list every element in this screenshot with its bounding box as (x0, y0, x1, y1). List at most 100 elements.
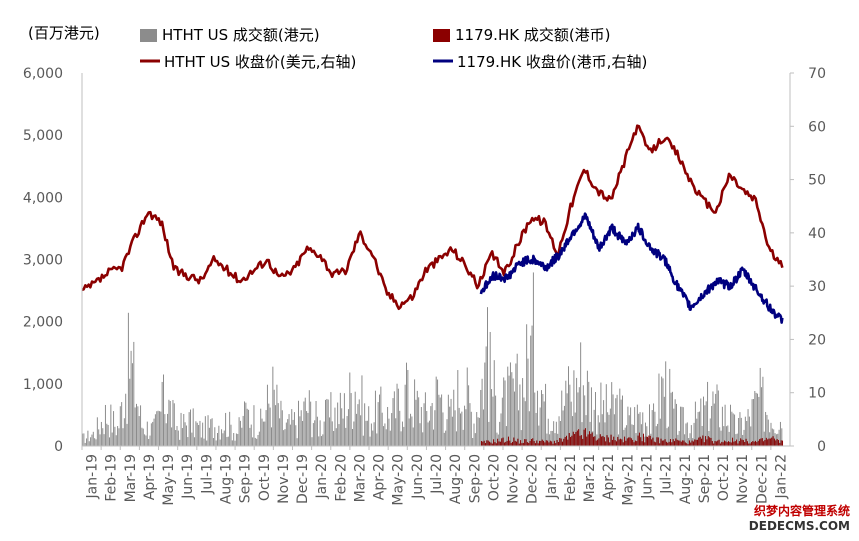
volume-bar (765, 411, 767, 446)
volume-bar (498, 441, 500, 446)
volume-bar (696, 439, 698, 446)
x-tick-label: Aug-21 (678, 454, 694, 504)
volume-bar (94, 438, 96, 446)
volume-bar (502, 437, 504, 446)
volume-bar (648, 435, 650, 446)
volume-bar (615, 441, 617, 446)
volume-bar (611, 382, 613, 446)
volume-bar (441, 394, 443, 446)
volume-bar (339, 392, 341, 446)
volume-bar (661, 440, 663, 446)
volume-bar (343, 393, 345, 446)
volume-bar (751, 399, 753, 446)
volume-bar (530, 439, 532, 446)
volume-bar (746, 420, 748, 446)
volume-bar (148, 438, 150, 446)
volume-bar (485, 346, 487, 446)
volume-bar (407, 369, 409, 446)
volume-bar (203, 438, 205, 446)
volume-bar (482, 441, 484, 446)
volume-bar (215, 440, 217, 446)
volume-bar (217, 433, 218, 446)
volume-bar (478, 417, 480, 446)
volume-bar (226, 437, 228, 446)
volume-bar (114, 426, 116, 446)
right-tick-label: 40 (808, 226, 826, 242)
volume-bar (687, 444, 689, 446)
volume-bar (87, 430, 89, 446)
volume-bar (144, 434, 146, 446)
volume-bar (608, 414, 610, 446)
volume-bar (584, 428, 586, 446)
volume-bar (662, 378, 664, 446)
volume-bar (655, 442, 657, 446)
volume-bar (315, 401, 317, 446)
volume-bar (493, 360, 495, 446)
volume-bar (372, 430, 374, 446)
x-tick-label: Jan-20 (314, 454, 330, 499)
volume-bar (353, 421, 355, 446)
volume-bar (121, 402, 123, 446)
volume-bar (521, 443, 523, 446)
volume-bar (473, 423, 475, 446)
volume-bar (729, 441, 731, 446)
right-axis-ticks: 0 10 20 30 40 50 60 70 (790, 66, 826, 455)
volume-bar (383, 426, 385, 446)
volume-bar (675, 438, 677, 446)
volume-bar (590, 433, 592, 446)
volume-bar (419, 423, 421, 446)
volume-bar (527, 358, 529, 446)
volume-bar (698, 411, 700, 446)
volume-bar (742, 434, 744, 446)
volume-bar (551, 430, 553, 446)
volume-bar (701, 425, 703, 446)
volume-bar (364, 403, 366, 446)
volume-bar (449, 406, 451, 446)
volume-bar (530, 335, 532, 446)
volume-bar (700, 398, 702, 446)
volume-bar (207, 415, 209, 446)
volume-bar (164, 414, 166, 446)
volume-bar (418, 397, 420, 446)
volume-bar (678, 431, 680, 446)
volume-bar (299, 416, 301, 446)
volume-bar (428, 420, 430, 446)
volume-bar (491, 443, 493, 446)
volume-bar (725, 441, 727, 446)
volume-bar (595, 392, 596, 446)
volume-bar (734, 441, 736, 446)
left-tick-label: 5,000 (23, 128, 63, 144)
volume-bar (244, 401, 245, 446)
volume-bar (778, 429, 780, 446)
volume-bar (214, 427, 216, 446)
volume-bar (736, 433, 738, 446)
volume-bar (352, 428, 353, 446)
volume-bar (652, 437, 654, 446)
volume-bar (457, 370, 459, 446)
right-tick-label: 10 (808, 386, 826, 402)
x-tick-label: Aug-19 (219, 454, 235, 504)
volume-bar (439, 397, 441, 446)
volume-bar (549, 440, 551, 446)
volume-bar (671, 391, 673, 446)
volume-bar (752, 399, 754, 446)
volume-bar (618, 439, 620, 446)
volume-bar (90, 437, 92, 446)
volume-bar (745, 438, 747, 446)
volume-bar (581, 422, 583, 446)
volume-bar (516, 441, 518, 446)
volume-bar (723, 440, 725, 446)
volume-bar (460, 413, 461, 446)
volume-bar (732, 437, 734, 446)
volume-bar (399, 410, 401, 446)
x-tick-label: Nov-20 (506, 454, 522, 504)
volume-bar (607, 412, 609, 446)
volume-bar (520, 430, 522, 446)
volume-bar (510, 443, 512, 446)
volume-bar (613, 436, 615, 446)
volume-bar (609, 408, 611, 446)
volume-bar (710, 437, 712, 446)
x-tick-label: Aug-20 (448, 454, 464, 504)
volume-bar (206, 440, 208, 446)
volume-bar (496, 432, 498, 446)
